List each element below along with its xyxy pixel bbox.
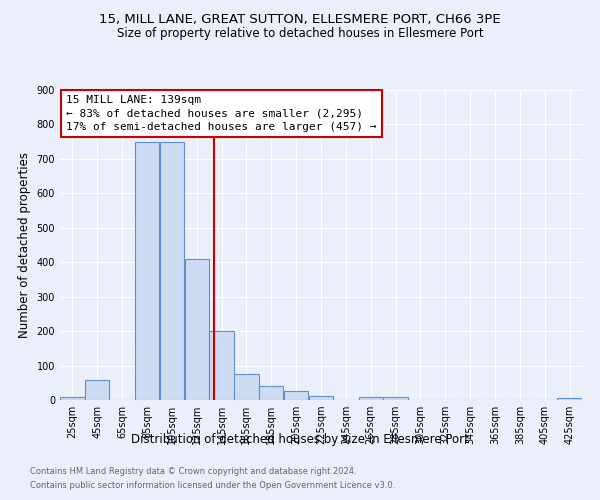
- Text: 15 MILL LANE: 139sqm
← 83% of detached houses are smaller (2,295)
17% of semi-de: 15 MILL LANE: 139sqm ← 83% of detached h…: [66, 95, 377, 132]
- Bar: [284, 392, 308, 400]
- Bar: [557, 398, 581, 400]
- Bar: [309, 396, 333, 400]
- Text: Contains public sector information licensed under the Open Government Licence v3: Contains public sector information licen…: [30, 481, 395, 490]
- Text: 15, MILL LANE, GREAT SUTTON, ELLESMERE PORT, CH66 3PE: 15, MILL LANE, GREAT SUTTON, ELLESMERE P…: [99, 12, 501, 26]
- Bar: [383, 397, 407, 400]
- Bar: [235, 374, 259, 400]
- Bar: [259, 386, 283, 400]
- Text: Contains HM Land Registry data © Crown copyright and database right 2024.: Contains HM Land Registry data © Crown c…: [30, 468, 356, 476]
- Bar: [185, 259, 209, 400]
- Bar: [359, 397, 383, 400]
- Bar: [209, 331, 233, 400]
- Bar: [61, 396, 85, 400]
- Text: Distribution of detached houses by size in Ellesmere Port: Distribution of detached houses by size …: [131, 432, 469, 446]
- Y-axis label: Number of detached properties: Number of detached properties: [18, 152, 31, 338]
- Text: Size of property relative to detached houses in Ellesmere Port: Size of property relative to detached ho…: [116, 28, 484, 40]
- Bar: [85, 380, 109, 400]
- Bar: [160, 142, 184, 400]
- Bar: [135, 142, 159, 400]
